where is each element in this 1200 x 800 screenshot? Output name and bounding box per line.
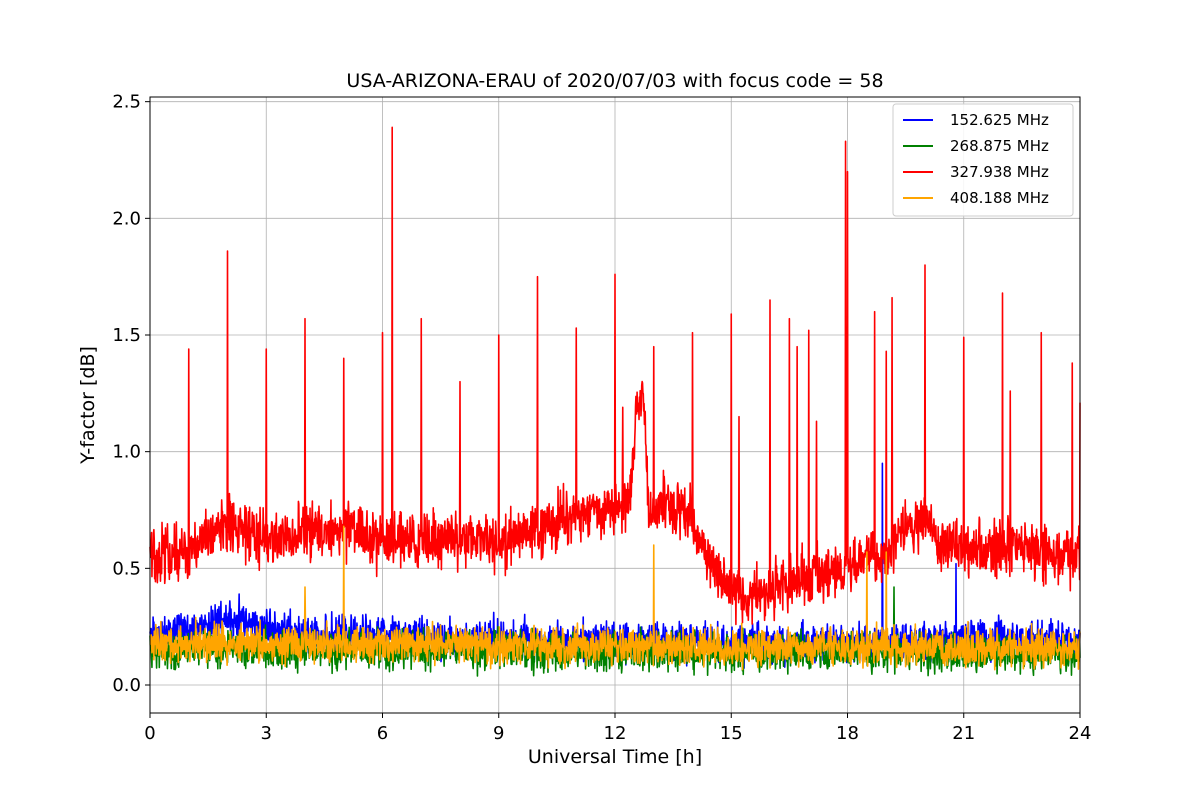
x-tick-label: 21	[952, 723, 975, 744]
x-tick-label: 12	[604, 723, 627, 744]
legend-box	[892, 103, 1074, 217]
chart-title: USA-ARIZONA-ERAU of 2020/07/03 with focu…	[346, 70, 883, 92]
series-line	[149, 525, 1081, 671]
y-tick-label: 2.5	[112, 92, 141, 113]
x-tick-label: 15	[720, 723, 743, 744]
x-tick-label: 9	[493, 723, 504, 744]
legend-entry: 152.625 MHz	[950, 111, 1049, 129]
x-tick-label: 6	[377, 723, 388, 744]
y-tick-label: 2.0	[112, 208, 141, 229]
legend-entry: 408.188 MHz	[950, 189, 1049, 207]
x-tick-label: 24	[1069, 723, 1092, 744]
y-axis-title: Y-factor [dB]	[77, 346, 99, 465]
x-tick-label: 18	[836, 723, 859, 744]
y-tick-label: 1.0	[112, 442, 141, 463]
x-tick-label: 0	[144, 723, 155, 744]
axis-ticks: 0 3 6 9 12 15 18 21 24 0.0 0.5 1.0 1.5 2.0 2.5	[112, 92, 1091, 744]
y-tick-label: 0.0	[112, 675, 141, 696]
legend: 152.625 MHz 268.875 MHz 327.938 MHz 408.188…	[892, 103, 1074, 217]
legend-entry: 268.875 MHz	[950, 137, 1049, 155]
y-tick-label: 1.5	[112, 325, 141, 346]
series-line	[149, 126, 1081, 626]
y-tick-label: 0.5	[112, 558, 141, 579]
x-tick-label: 3	[261, 723, 272, 744]
legend-entry: 327.938 MHz	[950, 163, 1049, 181]
x-axis-title: Universal Time [h]	[528, 746, 702, 768]
plot-series	[149, 126, 1081, 677]
